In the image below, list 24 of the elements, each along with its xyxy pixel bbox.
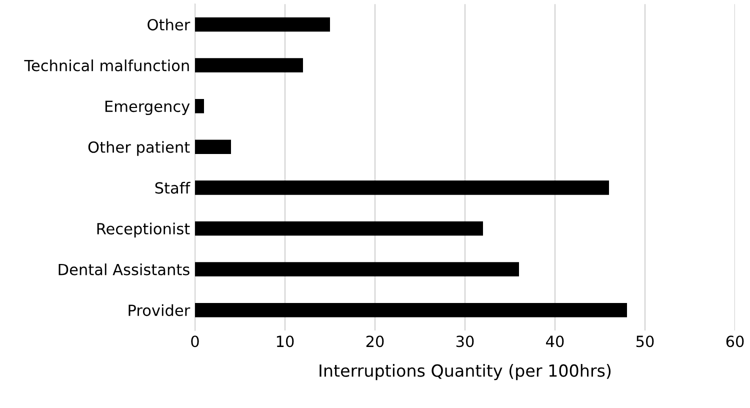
y-tick-label: Emergency	[105, 100, 190, 116]
y-tick-label: Technical malfunction	[24, 59, 189, 72]
y-tick-label: Provider	[128, 304, 190, 316]
x-axis-title: Interruptions Quantity (per 100hrs)	[320, 364, 611, 380]
bar	[195, 58, 303, 72]
x-tick-label: 0	[191, 336, 199, 348]
x-tick-label: 20	[366, 336, 384, 348]
y-tick-label: Staff	[155, 182, 190, 194]
x-tick-label: 40	[546, 336, 564, 348]
bar	[195, 262, 519, 276]
bar	[195, 98, 204, 114]
bar	[195, 221, 483, 236]
bar	[195, 17, 330, 32]
bar	[195, 180, 609, 195]
x-tick-label: 60	[726, 336, 744, 348]
x-tick-label: 10	[276, 336, 294, 348]
y-tick-label: Receptionist	[97, 222, 190, 238]
bar	[195, 140, 231, 154]
y-tick-label: Other	[148, 18, 190, 30]
x-tick-label: 30	[456, 336, 474, 348]
x-tick-label: 50	[636, 336, 654, 348]
y-tick-label: Dental Assistants	[58, 263, 190, 276]
y-tick-label: Other patient	[88, 141, 190, 156]
bar	[195, 302, 627, 318]
